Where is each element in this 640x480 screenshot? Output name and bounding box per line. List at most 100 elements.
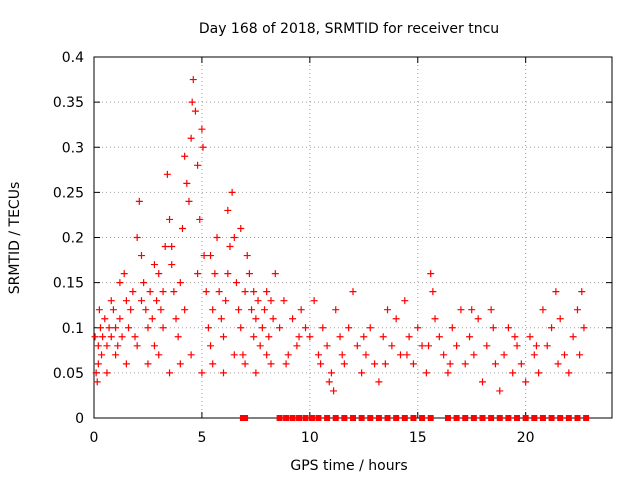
data-point [576,351,584,359]
data-point [310,297,318,305]
data-point [405,333,413,341]
data-point [150,261,158,269]
data-point [388,342,396,350]
data-point [148,315,156,323]
baseline-point [427,415,434,421]
data-point [220,369,227,377]
data-point [112,351,120,359]
data-point [103,342,111,350]
data-point [526,333,534,341]
data-point [535,369,543,377]
data-point [500,351,508,359]
data-point [409,360,417,368]
data-point [200,252,208,260]
data-point [222,297,230,305]
data-point [573,306,581,314]
data-point [403,351,411,359]
data-point [196,215,204,223]
data-point [174,333,182,341]
data-point [578,288,586,296]
data-point [325,378,333,386]
data-point [99,333,107,341]
data-point [146,288,154,296]
data-point [168,261,176,269]
data-point [295,333,303,341]
data-point [267,297,275,305]
data-point [107,333,115,341]
data-point [166,215,174,223]
data-point [431,315,439,323]
data-point [137,252,145,260]
data-point [91,333,99,341]
y-tick-label: 0.35 [53,95,84,111]
data-point [131,333,139,341]
data-point [517,360,525,368]
baseline-point [531,415,538,421]
data-point [293,342,301,350]
baseline-point [315,415,322,421]
data-point [565,369,573,377]
x-tick-label: 0 [90,430,99,446]
data-point [109,306,117,314]
baseline-point [341,415,348,421]
data-point [226,243,234,251]
data-point [332,306,340,314]
data-point [194,270,202,278]
data-point [263,351,271,359]
data-point [239,351,247,359]
data-point [530,351,538,359]
data-point [187,134,195,142]
data-point [181,306,189,314]
data-point [280,297,288,305]
data-point [122,360,130,368]
data-point [157,306,165,314]
data-point [479,378,486,386]
data-point [396,351,404,359]
data-point [213,234,221,241]
data-point [381,360,389,368]
baseline-point [393,415,400,421]
y-tick-label: 0.3 [62,140,84,156]
data-point [230,351,238,359]
data-point [188,98,196,106]
data-point [263,288,271,296]
y-tick-label: 0.15 [53,276,84,292]
data-point [232,279,240,287]
data-point [569,333,577,341]
baseline-point [367,415,374,421]
data-point [284,351,292,359]
baseline-point [419,415,426,421]
baseline-point [401,415,408,421]
data-point [230,234,238,241]
data-point [194,161,202,169]
baseline-point [332,415,339,421]
data-point [103,369,111,377]
data-point [220,333,227,341]
baseline-point [548,415,555,421]
baseline-point [479,415,486,421]
data-point [137,297,145,305]
data-point [261,306,269,314]
data-point [245,270,253,278]
data-point [168,243,176,251]
data-point [252,369,260,377]
data-point [252,315,260,323]
data-point [172,315,180,323]
baseline-point [283,415,290,421]
data-point [392,315,400,323]
data-point [150,342,158,350]
data-point [237,224,245,232]
data-point [466,333,474,341]
data-point [561,351,569,359]
data-point [144,360,152,368]
baseline-point [296,415,303,421]
baseline-point [557,415,564,421]
baseline-point [276,415,283,421]
data-point [256,342,264,350]
data-point [176,360,184,368]
data-point [276,324,284,332]
data-point [161,243,169,251]
data-point [435,333,443,341]
baseline-point [444,415,451,421]
baseline-point [242,415,249,421]
